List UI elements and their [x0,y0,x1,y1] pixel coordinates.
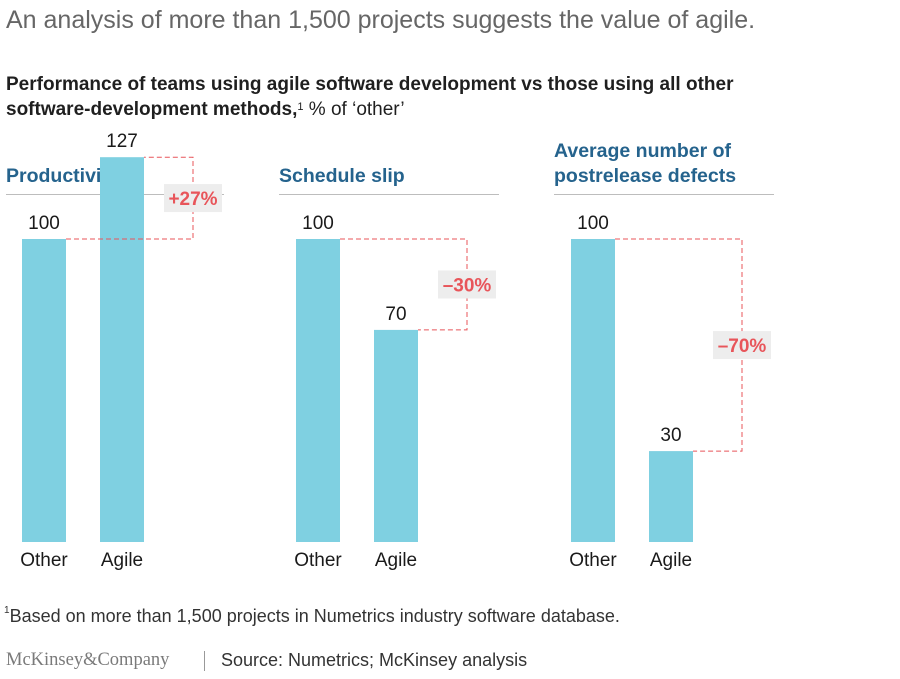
change-label-defects: –70% [718,336,767,357]
value-label-defects-agile: 30 [660,425,681,446]
category-label-productivity-other: Other [20,550,68,571]
subtitle-unit: % of ‘other’ [308,99,405,120]
change-label-box-defects [713,331,771,360]
value-label-productivity-agile: 127 [106,131,138,152]
panel-title-defects: Average number of postrelease defects [554,140,737,187]
headline: An analysis of more than 1,500 projects … [6,6,756,34]
value-label-defects-other: 100 [577,213,609,234]
change-label-box-schedule-slip [438,270,496,299]
footer-divider [204,651,205,671]
bar-schedule-slip-agile [374,329,418,542]
change-label-box-productivity [164,184,222,213]
panel-rule-schedule-slip [279,194,499,195]
bar-productivity-other [22,239,66,542]
category-label-schedule-slip-other: Other [294,550,342,571]
change-bracket-productivity [66,156,194,240]
category-label-defects-agile: Agile [650,550,692,571]
chart-subtitle: Performance of teams using agile softwar… [6,72,766,122]
panel-rule-defects [554,194,774,195]
panel-title-productivity: Productivity [6,165,119,187]
change-label-productivity: +27% [168,189,217,210]
change-label-schedule-slip: –30% [443,275,492,296]
subtitle-text: Performance of teams using agile softwar… [6,74,734,120]
bar-productivity-agile [100,157,144,542]
footnote-text: Based on more than 1,500 projects in Num… [9,606,620,626]
bar-defects-other [571,239,615,542]
mckinsey-logo: McKinsey&Company [6,650,170,670]
value-label-schedule-slip-agile: 70 [385,304,406,325]
panel-title-schedule-slip: Schedule slip [279,165,405,187]
category-label-defects-other: Other [569,550,617,571]
footnote: 1Based on more than 1,500 projects in Nu… [4,605,620,627]
source-note: Source: Numetrics; McKinsey analysis [221,650,528,670]
category-label-schedule-slip-agile: Agile [375,550,417,571]
footnote-marker: 1 [4,605,10,616]
value-label-schedule-slip-other: 100 [302,213,334,234]
bar-schedule-slip-other [296,239,340,542]
bar-defects-agile [649,451,693,542]
value-label-productivity-other: 100 [28,213,60,234]
category-label-productivity-agile: Agile [101,550,143,571]
subtitle-footnote-marker: 1 [297,101,304,113]
